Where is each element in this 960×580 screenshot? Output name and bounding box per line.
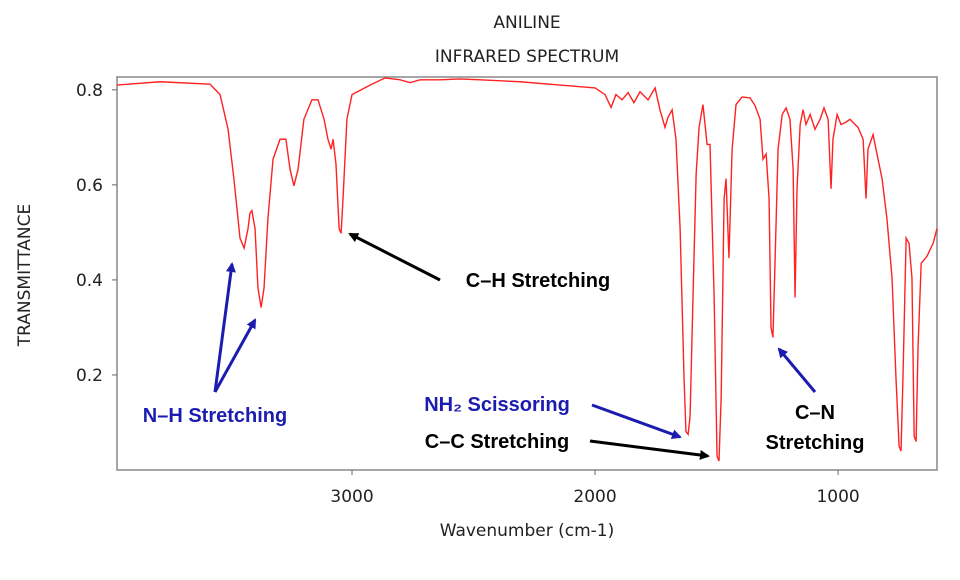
- annotation: Stretching: [766, 432, 865, 454]
- plot-frame: [116, 76, 938, 471]
- arrow: [213, 262, 236, 393]
- arrow: [348, 232, 441, 282]
- arrow: [777, 347, 817, 393]
- x-tick-label: 3000: [330, 487, 373, 507]
- x-tick-label: 1000: [816, 487, 859, 507]
- y-tick-label: 0.6: [76, 176, 103, 196]
- chart-title: ANILINE: [493, 13, 560, 33]
- arrows: [213, 232, 817, 460]
- annotation: C–C Stretching: [425, 431, 569, 453]
- x-axis-label: Wavenumber (cm-1): [440, 521, 615, 541]
- chart-subtitle: INFRARED SPECTRUM: [435, 47, 619, 67]
- arrow: [591, 403, 682, 439]
- y-tick-label: 0.2: [76, 366, 103, 386]
- annotation: C–H Stretching: [466, 270, 610, 292]
- arrow: [213, 318, 257, 393]
- y-tick-label: 0.4: [76, 271, 103, 291]
- spectrum-line: [116, 77, 938, 462]
- y-axis-label: TRANSMITTANCE: [15, 204, 35, 347]
- y-tick-label: 0.8: [76, 81, 103, 101]
- annotation: N–H Stretching: [143, 405, 287, 427]
- arrow: [589, 439, 710, 460]
- x-tick-label: 2000: [573, 487, 616, 507]
- annotation: C–N: [795, 402, 835, 424]
- annotation: NH₂ Scissoring: [424, 394, 570, 416]
